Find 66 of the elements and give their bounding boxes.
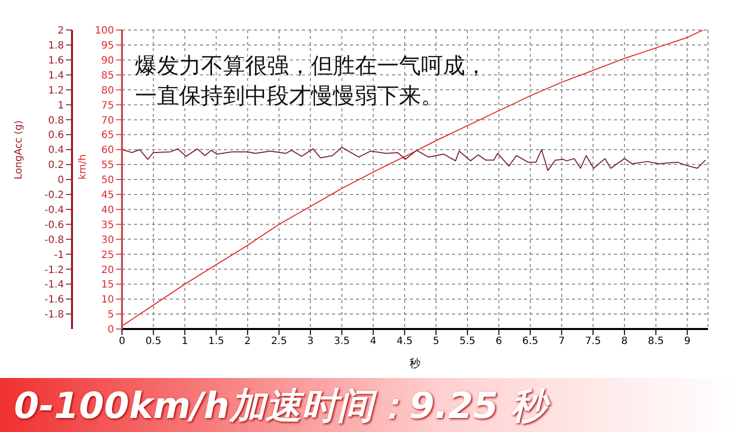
x-tick-label: 3 — [307, 336, 314, 348]
x-tick-label: 7 — [558, 336, 565, 348]
y2-tick-label: -0.4 — [44, 204, 64, 216]
y2-tick-label: -0.6 — [44, 220, 64, 231]
y-tick-label: 40 — [101, 204, 114, 216]
y2-tick-label: 1.4 — [48, 70, 64, 82]
y2-tick-label: -1.6 — [44, 294, 64, 306]
y-tick-label: 25 — [101, 250, 114, 261]
x-tick-label: 5.5 — [459, 336, 476, 348]
y-tick-label: 100 — [94, 26, 114, 37]
x-tick-label: 4 — [370, 336, 376, 348]
x-tick-label: 4.5 — [396, 336, 413, 348]
y2-tick-label: -0.8 — [44, 234, 64, 246]
x-axis-title: 秒 — [410, 357, 420, 370]
y2-tick-label: -1.8 — [44, 310, 64, 321]
y-tick-label: 10 — [101, 294, 114, 306]
y2-tick-label: 1.8 — [48, 40, 64, 52]
y2-tick-label: 0.8 — [48, 115, 64, 126]
annotation: 一直保持到中段才慢慢弱下来。 — [135, 83, 443, 111]
y-tick-label: 60 — [101, 145, 114, 156]
x-tick-label: 9 — [684, 336, 690, 348]
y-axis-title: km/h — [78, 154, 89, 180]
y-tick-label: 80 — [101, 85, 114, 96]
y2-tick-label: -1.2 — [44, 264, 64, 276]
x-tick-label: 2.5 — [271, 336, 287, 348]
y2-axis-title: LongAcc (g) — [14, 120, 25, 180]
x-tick-label: 6 — [496, 336, 502, 348]
x-tick-label: 6.5 — [522, 336, 538, 348]
x-tick-label: 5 — [432, 336, 440, 348]
y-tick-label: 90 — [101, 55, 114, 66]
y-tick-label: 0 — [108, 324, 114, 336]
y-tick-label: 45 — [101, 190, 114, 201]
x-tick-label: 8.5 — [648, 336, 664, 348]
y2-tick-label: -1.4 — [44, 280, 64, 291]
y2-tick-label: 1.2 — [48, 85, 64, 96]
y-tick-label: 15 — [101, 280, 114, 291]
y-tick-label: 65 — [101, 130, 114, 142]
y2-tick-label: 0 — [58, 175, 64, 186]
y2-tick-label: 2 — [58, 26, 64, 37]
y-tick-label: 20 — [101, 264, 114, 276]
x-tick-label: 1 — [182, 336, 188, 348]
y-tick-label: 75 — [101, 100, 114, 112]
y-tick-label: 30 — [101, 234, 114, 246]
y-tick-label: 35 — [101, 220, 114, 231]
y2-tick-label: 0.4 — [48, 145, 64, 156]
x-tick-label: 3.5 — [334, 336, 350, 348]
x-tick-label: 1.5 — [208, 336, 224, 348]
line-series — [122, 146, 706, 172]
y2-tick-label: 0.2 — [48, 160, 64, 172]
y-tick-label: 85 — [101, 70, 114, 82]
y-tick-label: 95 — [101, 40, 114, 52]
x-tick-label: 2 — [244, 336, 251, 348]
y-tick-label: 70 — [101, 115, 114, 126]
y2-tick-label: 1 — [58, 100, 64, 112]
y-tick-label: 5 — [108, 310, 114, 321]
x-tick-label: 0 — [118, 336, 126, 348]
x-tick-label: 0.5 — [145, 336, 162, 348]
y-tick-label: 50 — [101, 175, 114, 186]
y2-tick-label: -1 — [54, 250, 64, 261]
y2-tick-label: -0.2 — [44, 190, 64, 201]
annotation: 爆发力不算很强，但胜在一气呵成， — [135, 53, 487, 81]
y2-tick-label: 1.6 — [48, 55, 64, 66]
x-tick-label: 8 — [621, 336, 628, 348]
y-tick-label: 55 — [101, 160, 114, 172]
y2-tick-label: 0.6 — [48, 130, 64, 142]
x-tick-label: 7.5 — [585, 336, 602, 348]
